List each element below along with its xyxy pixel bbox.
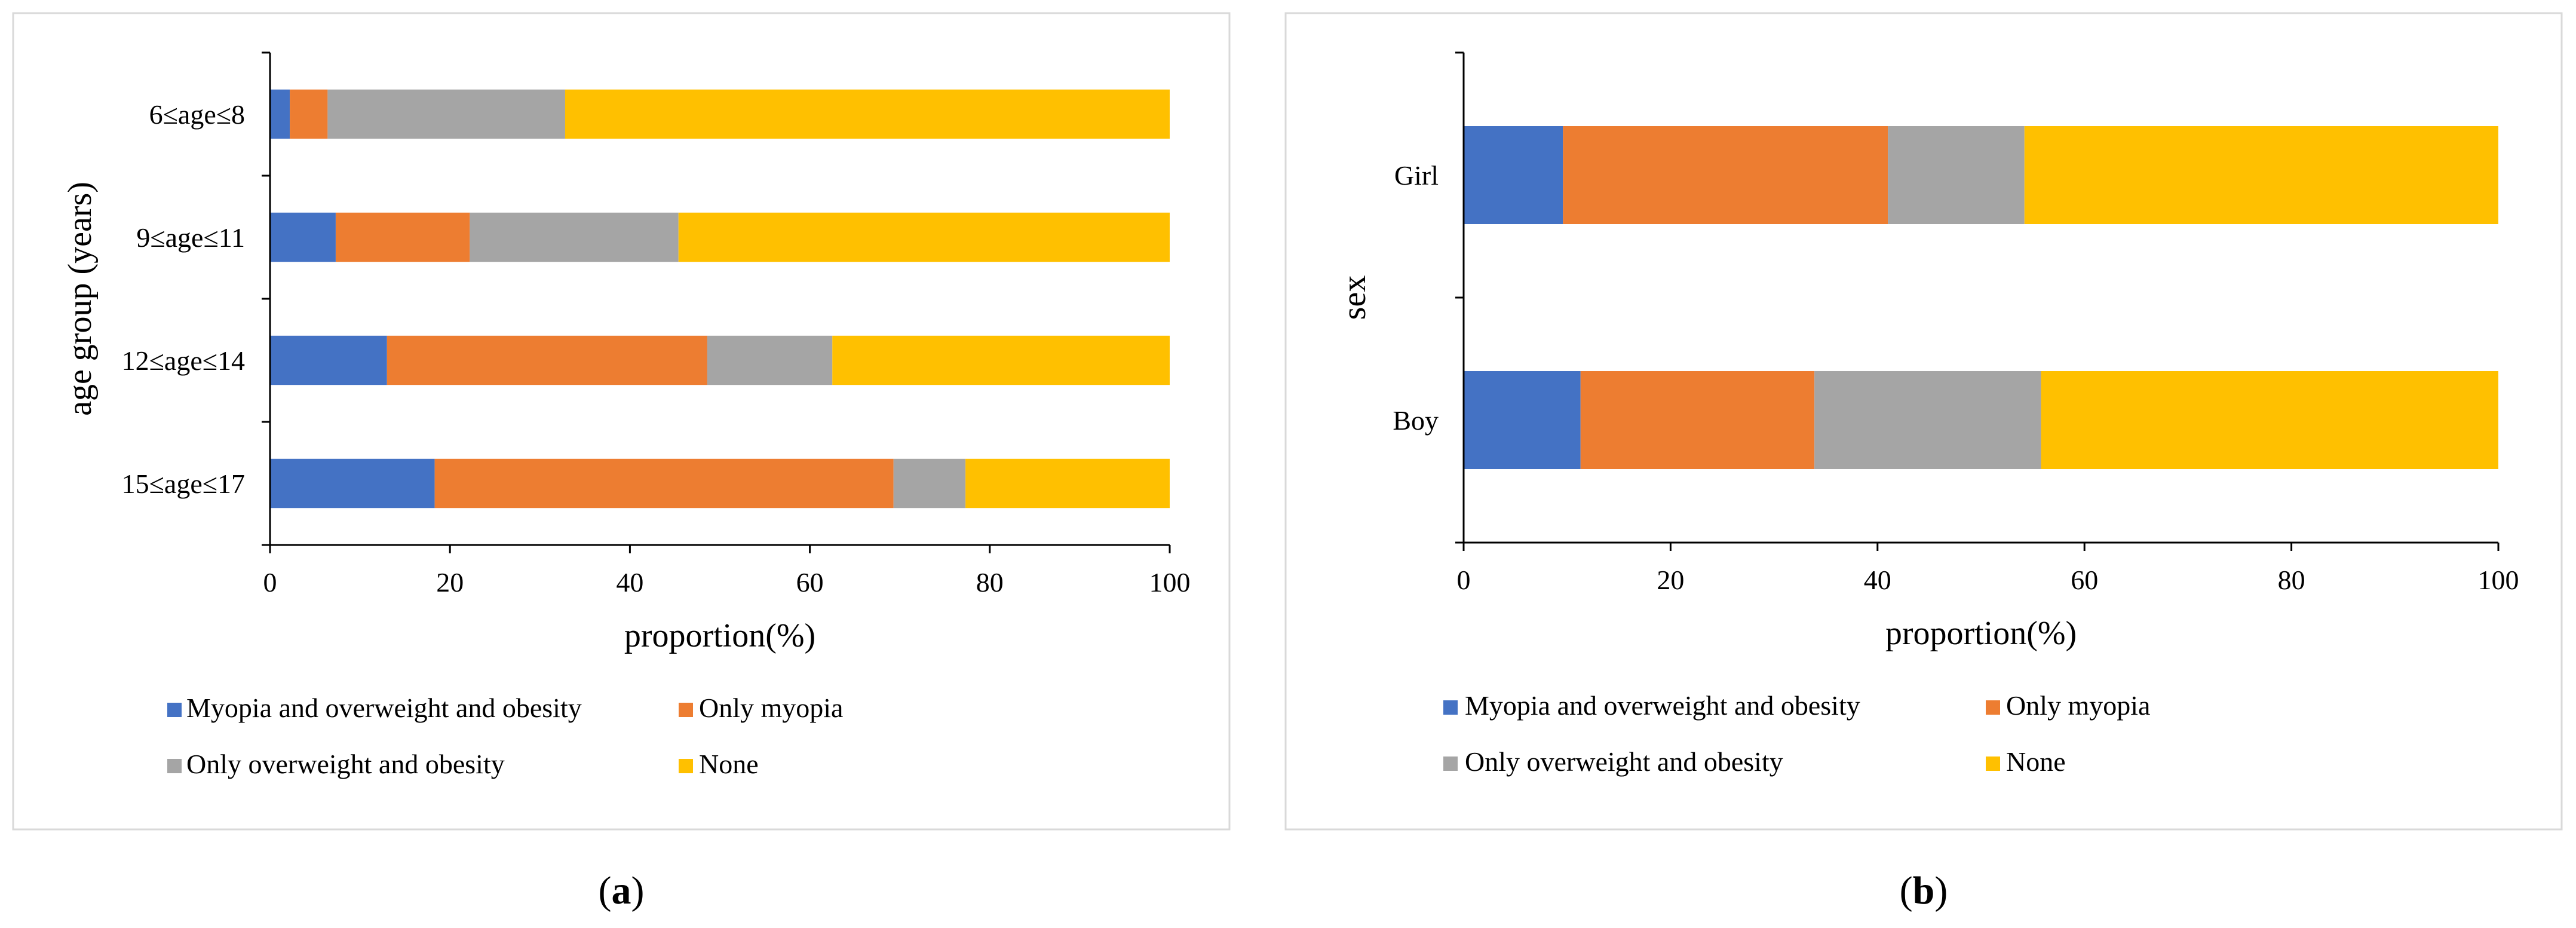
- panel-b-x-tick-label: 60: [2071, 565, 2098, 595]
- panel-b-legend-swatch-1: [1443, 700, 1458, 715]
- panel-b-legend-label-2: Only myopia: [2006, 690, 2150, 721]
- panel-b-x-tick-label: 80: [2278, 565, 2305, 595]
- panel-a-y-tick-label: 12≤age≤14: [122, 345, 245, 376]
- panel-b-bar-girl-myopia-and-overweight-and-obesity: [1464, 126, 1563, 224]
- panel-a-bar-6-age-8-only-overweight-and-obesity: [327, 89, 565, 139]
- panel-a-x-tick-label: 40: [616, 567, 643, 598]
- panel-b-bar-girl-only-myopia: [1563, 126, 1888, 224]
- panel-b-legend-swatch-2: [1986, 700, 2000, 715]
- panel-b-x-tick-label: 20: [1657, 565, 1684, 595]
- panel-a-x-tick-label: 100: [1149, 567, 1191, 598]
- panel-a-x-tick-label: 20: [436, 567, 464, 598]
- panel-a-legend-label-3: Only overweight and obesity: [186, 749, 505, 779]
- panel-a-bar-15-age-17-none: [965, 458, 1170, 509]
- panel-b-legend-label-4: None: [2006, 746, 2066, 777]
- panel-b-x-tick-label: 40: [1864, 565, 1891, 595]
- panel-b-legend-label-3: Only overweight and obesity: [1465, 746, 1783, 777]
- panel-a-bar-15-age-17-myopia-and-overweight-and-obesity: [270, 458, 435, 509]
- panel-a-bar-12-age-14-only-overweight-and-obesity: [707, 335, 833, 385]
- panel-a-bar-12-age-14-myopia-and-overweight-and-obesity: [270, 335, 387, 385]
- panel-a-bar-15-age-17-only-myopia: [434, 458, 894, 509]
- panel-a-bar-9-age-11-myopia-and-overweight-and-obesity: [270, 212, 336, 262]
- panel-a: 6≤age≤8 9≤age≤11 12≤age≤14 15≤age≤17 0 20 40 6…: [62, 51, 1191, 779]
- panel-a-legend-label-1: Myopia and overweight and obesity: [186, 693, 582, 723]
- panel-a-y-ticks: 6≤age≤8 9≤age≤11 12≤age≤14 15≤age≤17: [122, 51, 270, 546]
- panel-b-y-ticks: Girl Boy: [1393, 51, 1464, 544]
- panel-a-bar-9-age-11-only-myopia: [335, 212, 470, 262]
- panel-b-bar-boy-only-myopia: [1580, 371, 1815, 469]
- panel-b-bar-girl-only-overweight-and-obesity: [1888, 126, 2025, 224]
- panel-a-legend-swatch-1: [167, 703, 182, 717]
- panel-a-legend-label-4: None: [699, 749, 759, 779]
- panel-b-x-tick-label: 0: [1457, 565, 1471, 595]
- panel-b-y-tick-label: Boy: [1393, 405, 1439, 436]
- panel-a-x-axis-title: proportion(%): [624, 617, 815, 654]
- panel-b-bars: [1464, 126, 2498, 469]
- panel-a-label: (a): [599, 869, 645, 912]
- panel-b-y-axis-title: sex: [1336, 275, 1373, 320]
- panel-a-legend: Myopia and overweight and obesity Only m…: [167, 693, 843, 779]
- panel-a-y-axis-title: age group (years): [62, 182, 99, 416]
- panel-b: Girl Boy 0 20 40 60 80 100 proportion(%) sex M…: [1336, 51, 2519, 777]
- panel-b-bar-boy-none: [2041, 371, 2498, 469]
- panel-a-bar-12-age-14-only-myopia: [387, 335, 707, 385]
- panel-b-legend-swatch-3: [1443, 757, 1458, 771]
- panel-a-bar-12-age-14-none: [832, 335, 1170, 385]
- panel-a-bar-9-age-11-only-overweight-and-obesity: [470, 212, 679, 262]
- panel-b-x-ticks: 0 20 40 60 80 100: [1457, 543, 2519, 595]
- panel-b-bar-boy-only-overweight-and-obesity: [1814, 371, 2041, 469]
- panel-b-bar-girl-none: [2024, 126, 2498, 224]
- panel-b-label: (b): [1900, 869, 1948, 912]
- panel-a-y-tick-label: 6≤age≤8: [149, 99, 245, 130]
- panel-b-bar-boy-myopia-and-overweight-and-obesity: [1464, 371, 1581, 469]
- panel-a-bar-6-age-8-none: [565, 89, 1170, 139]
- panel-a-x-tick-label: 60: [796, 567, 824, 598]
- panel-b-legend-swatch-4: [1986, 757, 2000, 771]
- panel-a-bar-6-age-8-myopia-and-overweight-and-obesity: [270, 89, 290, 139]
- panel-a-frame: [12, 12, 1231, 831]
- panel-b-x-axis-title: proportion(%): [1885, 615, 2077, 652]
- panel-a-bars: [270, 89, 1170, 509]
- panel-a-bar-9-age-11-none: [678, 212, 1170, 262]
- panel-b-y-tick-label: Girl: [1394, 160, 1439, 191]
- panel-a-legend-swatch-4: [679, 759, 693, 773]
- panel-a-x-tick-label: 80: [976, 567, 1004, 598]
- panel-a-y-tick-label: 9≤age≤11: [136, 222, 245, 253]
- panel-a-y-tick-label: 15≤age≤17: [122, 468, 245, 499]
- panel-a-legend-swatch-2: [679, 703, 693, 717]
- panel-a-legend-label-2: Only myopia: [699, 693, 843, 723]
- panel-a-legend-swatch-3: [167, 759, 182, 773]
- panel-b-x-tick-label: 100: [2478, 565, 2519, 595]
- panel-a-x-tick-label: 0: [263, 567, 277, 598]
- panel-a-x-ticks: 0 20 40 60 80 100: [263, 545, 1191, 598]
- panel-b-legend: Myopia and overweight and obesity Only m…: [1443, 690, 2150, 777]
- panel-b-legend-label-1: Myopia and overweight and obesity: [1465, 690, 1860, 721]
- panel-a-bar-15-age-17-only-overweight-and-obesity: [893, 458, 966, 509]
- panel-a-bar-6-age-8-only-myopia: [290, 89, 328, 139]
